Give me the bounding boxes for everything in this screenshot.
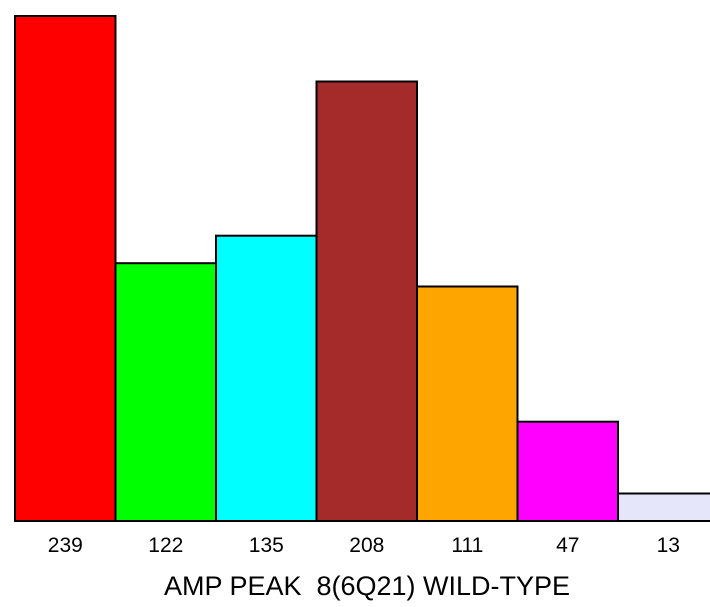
bar-239 <box>14 15 117 522</box>
x-axis-title: AMP PEAK 8(6Q21) WILD-TYPE <box>164 571 570 601</box>
bar-111 <box>416 285 519 522</box>
bar-13 <box>617 492 710 522</box>
tick-label-135: 135 <box>249 534 284 557</box>
tick-label-122: 122 <box>148 534 183 557</box>
tick-labels-group: 239 122 135 208 111 47 13 <box>48 534 680 557</box>
tick-label-239: 239 <box>48 534 83 557</box>
tick-label-13: 13 <box>657 534 680 557</box>
tick-label-208: 208 <box>349 534 384 557</box>
bar-135 <box>215 234 318 522</box>
bar-47 <box>516 420 619 523</box>
tick-label-111: 111 <box>451 534 483 557</box>
tick-label-47: 47 <box>556 534 579 557</box>
bars-group <box>14 15 710 523</box>
bar-122 <box>114 262 217 522</box>
bar-208 <box>315 80 418 522</box>
